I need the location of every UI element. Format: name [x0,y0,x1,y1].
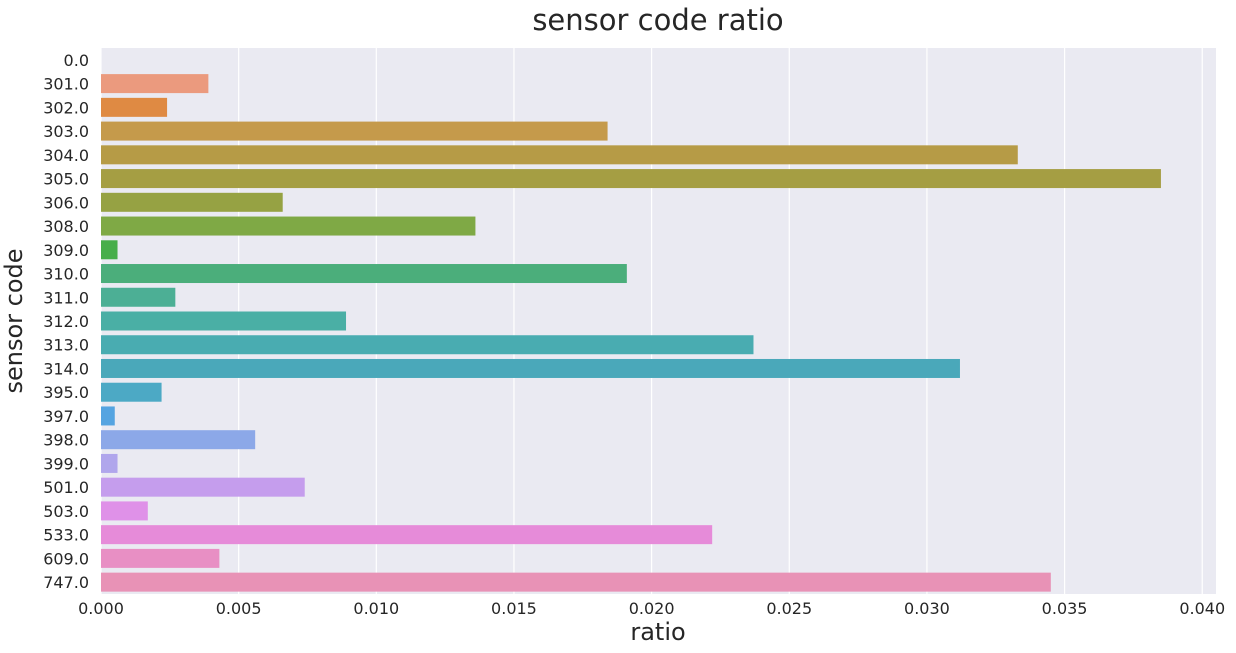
bar-308.0 [101,216,476,236]
y-tick-label: 311.0 [43,288,89,307]
x-tick-label: 0.040 [1179,599,1225,618]
y-tick-label: 314.0 [43,359,89,378]
y-tick-label: 302.0 [43,98,89,117]
y-tick-label: 501.0 [43,478,89,497]
x-tick-label: 0.030 [904,599,950,618]
y-tick-label: 398.0 [43,431,89,450]
bar-399.0 [101,453,118,473]
y-tick-label: 397.0 [43,407,89,426]
chart-title: sensor code ratio [532,3,783,37]
bar-305.0 [101,169,1161,189]
y-tick-label: 309.0 [43,241,89,260]
bar-314.0 [101,358,960,378]
y-tick-label: 313.0 [43,336,89,355]
bar-304.0 [101,145,1018,165]
bar-533.0 [101,525,713,545]
x-tick-label: 0.000 [78,599,124,618]
y-tick-label: 301.0 [43,75,89,94]
x-tick-label: 0.010 [353,599,399,618]
y-axis-title: sensor code [0,248,28,393]
bar-398.0 [101,430,256,450]
y-tick-label: 306.0 [43,193,89,212]
y-tick-label: 747.0 [43,573,89,592]
bar-747.0 [101,572,1051,592]
bar-312.0 [101,311,347,331]
bar-609.0 [101,548,220,568]
x-tick-label: 0.035 [1042,599,1088,618]
bar-306.0 [101,192,283,212]
y-tick-label: 609.0 [43,549,89,568]
bar-313.0 [101,335,754,355]
y-tick-label: 312.0 [43,312,89,331]
x-tick-label: 0.015 [491,599,537,618]
y-tick-label: 533.0 [43,526,89,545]
y-tick-label: 303.0 [43,122,89,141]
y-tick-label: 308.0 [43,217,89,236]
y-tick-label: 310.0 [43,265,89,284]
bar-503.0 [101,501,148,521]
x-tick-labels: 0.000 0.005 0.010 0.015 0.020 0.025 0.030 0.035… [78,599,1225,618]
bar-397.0 [101,406,115,426]
x-tick-label: 0.020 [629,599,675,618]
bar-309.0 [101,240,118,260]
bar-301.0 [101,74,209,94]
y-tick-label: 399.0 [43,454,89,473]
bar-501.0 [101,477,305,497]
bar-311.0 [101,287,176,307]
x-tick-label: 0.025 [766,599,812,618]
y-tick-label: 0.0 [64,51,89,70]
bar-310.0 [101,264,627,284]
y-tick-label: 304.0 [43,146,89,165]
y-tick-label: 395.0 [43,383,89,402]
y-tick-label: 305.0 [43,170,89,189]
bar-303.0 [101,121,608,141]
bar-395.0 [101,382,162,402]
bars [101,74,1161,592]
bar-302.0 [101,97,168,117]
y-tick-label: 503.0 [43,502,89,521]
x-tick-label: 0.005 [216,599,262,618]
y-tick-labels: 0.0 301.0 302.0 303.0 304.0 305.0 306.0 308.0 30… [43,51,89,592]
x-axis-title: ratio [630,618,685,646]
